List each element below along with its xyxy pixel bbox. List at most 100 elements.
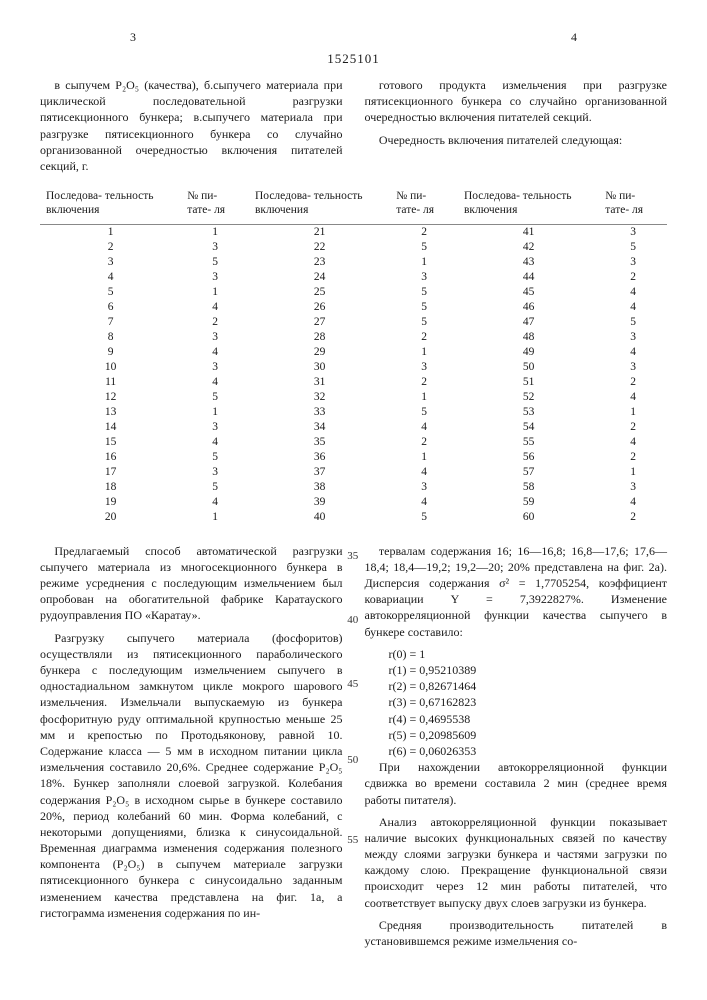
table-row: 51255454 [40, 285, 667, 300]
table-row: 154352554 [40, 435, 667, 450]
line-number: 35 [347, 549, 358, 564]
body-left-p1: Предлагаемый способ автоматической разгр… [40, 543, 343, 624]
table-cell: 18 [40, 480, 181, 495]
table-cell: 4 [599, 300, 667, 315]
table-cell: 11 [40, 375, 181, 390]
line-number: 40 [347, 613, 358, 628]
table-cell: 2 [599, 270, 667, 285]
table-cell: 51 [458, 375, 599, 390]
table-cell: 4 [599, 435, 667, 450]
table-cell: 40 [249, 510, 390, 525]
body-right-p2: При нахождении автокорреляционной функци… [365, 759, 668, 808]
table-cell: 34 [249, 420, 390, 435]
table-cell: 59 [458, 495, 599, 510]
table-cell: 32 [249, 390, 390, 405]
sequence-table: Последова- тельность включения № пи- тат… [40, 188, 667, 525]
table-cell: 4 [181, 345, 249, 360]
table-cell: 47 [458, 315, 599, 330]
table-cell: 1 [40, 224, 181, 240]
table-cell: 1 [181, 405, 249, 420]
table-cell: 7 [40, 315, 181, 330]
table-cell: 4 [390, 420, 458, 435]
table-row: 103303503 [40, 360, 667, 375]
table-cell: 3 [181, 420, 249, 435]
table-row: 11212413 [40, 224, 667, 240]
intro-right-paragraph-1: готового продукта измельчения при разгру… [365, 77, 668, 126]
table-cell: 26 [249, 300, 390, 315]
table-cell: 2 [390, 435, 458, 450]
autocorr-value: r(0) = 1 [389, 646, 668, 662]
table-cell: 5 [390, 315, 458, 330]
table-cell: 4 [181, 495, 249, 510]
intro-right-paragraph-2: Очередность включения питателей следующа… [365, 132, 668, 148]
table-row: 143344542 [40, 420, 667, 435]
table-cell: 28 [249, 330, 390, 345]
table-cell: 46 [458, 300, 599, 315]
table-cell: 2 [599, 510, 667, 525]
table-cell: 3 [40, 255, 181, 270]
line-number: 50 [347, 753, 358, 768]
table-cell: 35 [249, 435, 390, 450]
table-cell: 3 [181, 240, 249, 255]
table-cell: 52 [458, 390, 599, 405]
table-cell: 55 [458, 435, 599, 450]
table-cell: 1 [390, 450, 458, 465]
table-cell: 3 [390, 360, 458, 375]
body-columns: 35 40 45 50 55 Предлагаемый способ автом… [40, 543, 667, 950]
column-page-numbers: 3 4 [130, 30, 577, 45]
autocorr-value: r(5) = 0,20985609 [389, 727, 668, 743]
table-cell: 5 [599, 315, 667, 330]
table-cell: 5 [390, 510, 458, 525]
table-cell: 45 [458, 285, 599, 300]
table-row: 35231433 [40, 255, 667, 270]
table-cell: 2 [599, 450, 667, 465]
table-cell: 41 [458, 224, 599, 240]
col-header: № пи- тате- ля [390, 188, 458, 224]
table-cell: 42 [458, 240, 599, 255]
table-cell: 10 [40, 360, 181, 375]
table-cell: 1 [390, 255, 458, 270]
table-cell: 8 [40, 330, 181, 345]
table-cell: 2 [599, 375, 667, 390]
table-cell: 29 [249, 345, 390, 360]
table-cell: 22 [249, 240, 390, 255]
table-cell: 9 [40, 345, 181, 360]
table-cell: 27 [249, 315, 390, 330]
table-row: 194394594 [40, 495, 667, 510]
table-row: 125321524 [40, 390, 667, 405]
table-cell: 37 [249, 465, 390, 480]
autocorr-value: r(2) = 0,82671464 [389, 678, 668, 694]
table-cell: 4 [181, 435, 249, 450]
table-cell: 1 [599, 465, 667, 480]
col-header: Последова- тельность включения [40, 188, 181, 224]
table-cell: 3 [599, 330, 667, 345]
table-cell: 30 [249, 360, 390, 375]
table-cell: 60 [458, 510, 599, 525]
table-row: 83282483 [40, 330, 667, 345]
table-cell: 2 [390, 330, 458, 345]
table-cell: 1 [181, 285, 249, 300]
table-cell: 15 [40, 435, 181, 450]
table-cell: 19 [40, 495, 181, 510]
body-right-p4: Средняя производительность питателей в у… [365, 917, 668, 949]
line-number: 45 [347, 677, 358, 692]
table-row: 94291494 [40, 345, 667, 360]
table-row: 72275475 [40, 315, 667, 330]
table-cell: 3 [181, 270, 249, 285]
table-cell: 5 [390, 405, 458, 420]
table-cell: 14 [40, 420, 181, 435]
table-row: 114312512 [40, 375, 667, 390]
table-cell: 4 [40, 270, 181, 285]
table-cell: 4 [390, 465, 458, 480]
col-header: № пи- тате- ля [181, 188, 249, 224]
table-cell: 23 [249, 255, 390, 270]
table-cell: 5 [390, 285, 458, 300]
table-cell: 4 [390, 495, 458, 510]
table-row: 201405602 [40, 510, 667, 525]
patent-number: 1525101 [40, 51, 667, 67]
table-cell: 56 [458, 450, 599, 465]
table-cell: 3 [390, 480, 458, 495]
table-cell: 4 [599, 495, 667, 510]
autocorr-value: r(1) = 0,95210389 [389, 662, 668, 678]
table-header-row: Последова- тельность включения № пи- тат… [40, 188, 667, 224]
